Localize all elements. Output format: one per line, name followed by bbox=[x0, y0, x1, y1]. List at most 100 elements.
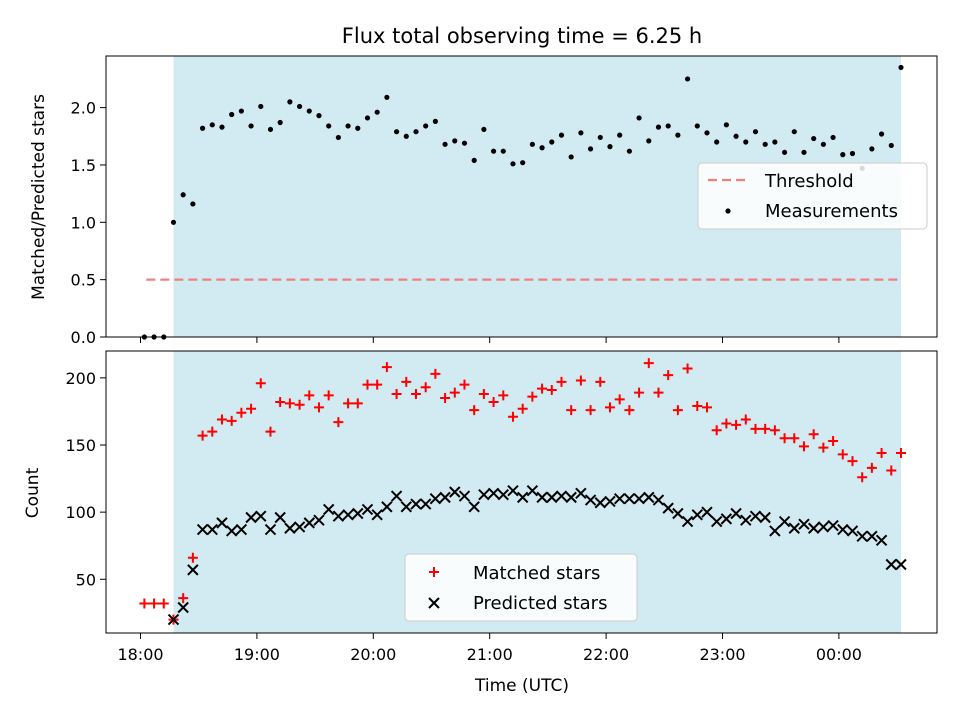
matched-point bbox=[323, 390, 334, 401]
predicted-point bbox=[613, 493, 626, 505]
predicted-point bbox=[623, 493, 636, 505]
top-panel: 0.00.51.01.52.0 Matched/Predicted stars … bbox=[29, 55, 938, 347]
matched-point bbox=[372, 379, 383, 390]
predicted-point bbox=[536, 491, 548, 504]
bottom-ytick-label: 150 bbox=[65, 436, 96, 455]
bottom-xtick-label: 21:00 bbox=[467, 645, 513, 664]
matched-point bbox=[275, 397, 286, 408]
predicted-point bbox=[516, 491, 529, 504]
measurement-point bbox=[675, 132, 681, 138]
measurement-point bbox=[762, 141, 768, 147]
measurements-series bbox=[141, 64, 904, 340]
predicted-point bbox=[216, 517, 228, 529]
matched-point bbox=[779, 433, 790, 444]
matched-point bbox=[663, 370, 674, 381]
predicted-point bbox=[662, 502, 674, 514]
measurement-point bbox=[781, 149, 788, 155]
matched-point bbox=[294, 399, 305, 410]
measurement-point bbox=[811, 135, 817, 142]
matched-point bbox=[265, 426, 276, 437]
matched-point bbox=[653, 387, 664, 398]
matched-point bbox=[313, 402, 324, 413]
matched-point bbox=[750, 423, 761, 434]
bottom-xtick-label: 19:00 bbox=[234, 645, 280, 664]
measurement-point bbox=[432, 118, 438, 124]
matched-point bbox=[449, 387, 460, 398]
matched-point bbox=[158, 598, 169, 609]
matched-point bbox=[391, 388, 402, 399]
bottom-legend-box bbox=[404, 553, 638, 622]
legend-predicted-label: Predicted stars bbox=[473, 593, 607, 614]
matched-point bbox=[527, 391, 538, 402]
measurement-point bbox=[723, 122, 729, 128]
matched-point bbox=[818, 442, 829, 453]
bottom-y-label: Count bbox=[23, 467, 43, 518]
measurement-point bbox=[694, 123, 700, 129]
top-legend-box bbox=[697, 162, 928, 230]
measurement-point bbox=[326, 123, 332, 129]
predicted-point bbox=[778, 515, 791, 528]
matched-point bbox=[517, 403, 528, 414]
bottom-xtick-label: 00:00 bbox=[816, 645, 862, 664]
predicted-point bbox=[235, 523, 248, 536]
bottom-xtick-label: 23:00 bbox=[699, 645, 745, 664]
predicted-point bbox=[604, 495, 616, 508]
matched-point bbox=[595, 376, 606, 387]
measurement-point bbox=[529, 141, 535, 147]
measurement-point bbox=[180, 192, 186, 198]
predicted-point bbox=[788, 522, 800, 534]
predicted-point bbox=[410, 498, 422, 510]
matched-point bbox=[498, 390, 509, 401]
measurement-point bbox=[461, 140, 468, 146]
predicted-point bbox=[633, 493, 645, 505]
predicted-point bbox=[390, 490, 403, 502]
measurement-point bbox=[190, 201, 196, 207]
matched-point bbox=[459, 379, 470, 390]
matched-point bbox=[469, 405, 480, 416]
matched-point bbox=[507, 411, 518, 422]
matched-point bbox=[789, 433, 800, 444]
measurement-point bbox=[442, 141, 448, 147]
bottom-xtick-label: 22:00 bbox=[583, 645, 629, 664]
measurement-point bbox=[617, 132, 623, 138]
measurement-point bbox=[587, 146, 594, 152]
bottom-ytick-label: 100 bbox=[65, 503, 96, 522]
bottom-ytick-label: 200 bbox=[65, 369, 96, 388]
matched-point bbox=[857, 472, 868, 483]
matched-point bbox=[711, 425, 722, 436]
matched-point bbox=[362, 379, 373, 390]
predicted-point bbox=[206, 523, 218, 536]
top-ytick-label: 0.5 bbox=[71, 271, 96, 290]
measurement-point bbox=[578, 130, 584, 136]
predicted-point bbox=[856, 530, 868, 543]
predicted-point bbox=[284, 522, 296, 534]
bottom-panel: 50 100 150 200 18:00 19:00 20:00 21:00 22:00 23:… bbox=[23, 350, 938, 696]
measurement-point bbox=[888, 142, 894, 149]
predicted-stars-series bbox=[167, 484, 907, 626]
predicted-point bbox=[827, 519, 839, 532]
matched-point bbox=[430, 368, 441, 379]
measurement-point bbox=[296, 103, 303, 110]
matched-point bbox=[537, 383, 548, 394]
matched-point bbox=[401, 376, 412, 387]
top-legend: Threshold Measurements bbox=[697, 162, 928, 230]
measurement-point bbox=[626, 148, 632, 154]
matched-point bbox=[585, 405, 596, 416]
measurement-point bbox=[199, 125, 206, 131]
predicted-point bbox=[885, 558, 897, 571]
measurement-point bbox=[568, 154, 574, 160]
predicted-point bbox=[691, 509, 703, 521]
measurement-point bbox=[684, 76, 691, 82]
predicted-point bbox=[584, 494, 597, 506]
predicted-point bbox=[400, 501, 412, 513]
matched-point bbox=[226, 415, 237, 426]
matched-point bbox=[236, 407, 247, 418]
predicted-point bbox=[167, 613, 180, 626]
bottom-plot-frame bbox=[105, 350, 938, 634]
measurement-point bbox=[413, 129, 419, 135]
matched-point bbox=[546, 384, 557, 395]
predicted-point bbox=[594, 497, 606, 509]
matched-point bbox=[440, 393, 451, 403]
predicted-point bbox=[225, 525, 238, 537]
